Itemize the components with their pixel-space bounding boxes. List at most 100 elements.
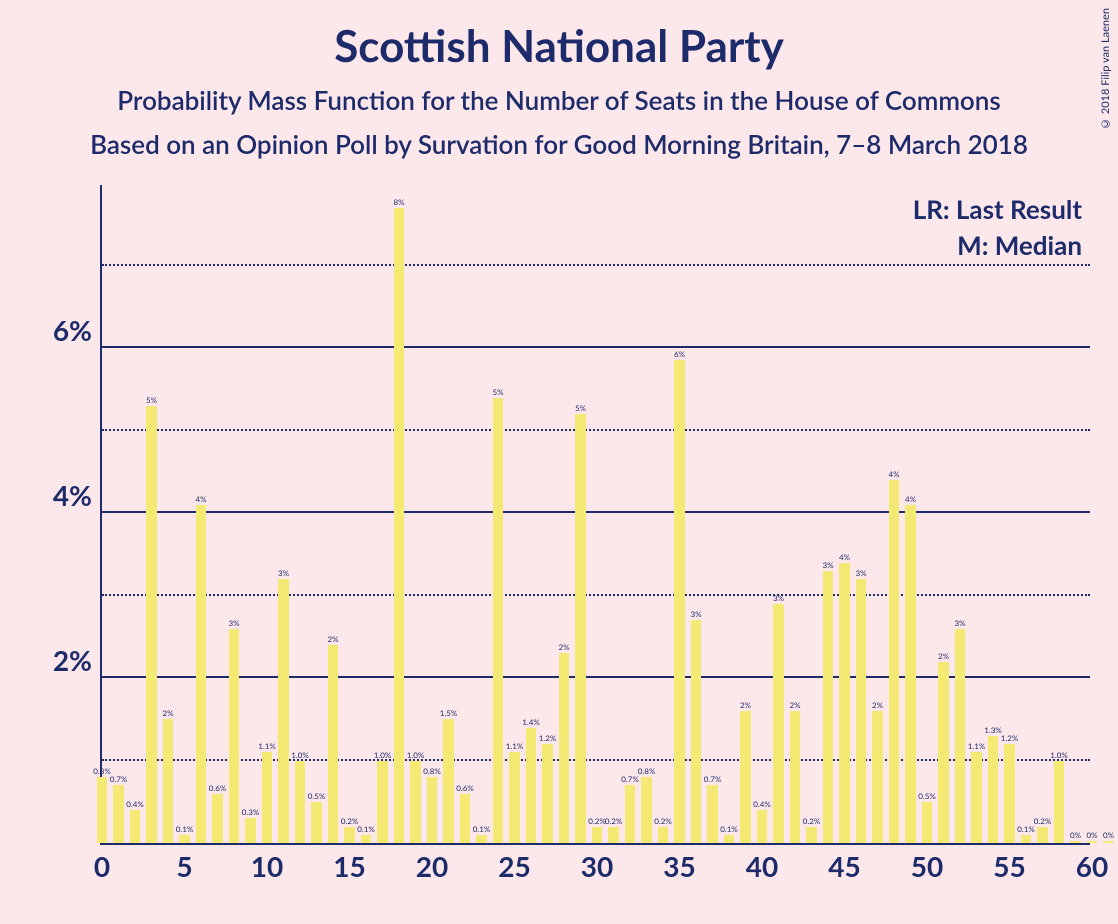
chart-bar: 1.0% [295, 761, 306, 844]
chart-bar-label: 0.7% [110, 774, 128, 784]
chart-bar: 1.0% [410, 761, 421, 844]
chart-bar: 3% [823, 571, 834, 843]
chart-bar: 0.2% [344, 827, 355, 844]
chart-bar-label: 1.0% [374, 750, 392, 760]
chart-bar: 4% [889, 480, 900, 843]
chart-bar-label: 8% [393, 197, 404, 207]
chart-bar: 0.8% [641, 777, 652, 843]
chart-bar-label: 2% [327, 634, 338, 644]
x-axis-tick-label: 30 [581, 849, 613, 883]
chart-bar-label: 3% [690, 609, 701, 619]
chart-bar: 1.5% [443, 719, 454, 843]
legend-median: M: Median [957, 229, 1082, 261]
chart-bar: 0.2% [608, 827, 619, 844]
gridline-minor [102, 264, 1090, 266]
x-axis-tick-label: 15 [333, 849, 365, 883]
y-axis-tick-label: 2% [53, 643, 92, 677]
chart-bar: 0.5% [922, 802, 933, 843]
chart-bar: 0% [1070, 841, 1081, 843]
chart-bar-label: 0% [1086, 830, 1097, 840]
x-axis-tick-label: 40 [746, 849, 778, 883]
chart-bar-label: 2% [740, 700, 751, 710]
chart-bar-label: 0.1% [473, 824, 491, 834]
chart-bar-label: 0.6% [456, 783, 474, 793]
chart-bar-label: 0.5% [918, 791, 936, 801]
chart-bar: 0.2% [658, 827, 669, 844]
chart-bar-label: 1.2% [539, 733, 557, 743]
chart-bar-label: 1.1% [968, 741, 986, 751]
chart-bar: 2% [740, 711, 751, 843]
chart-bar-label: 1.1% [258, 741, 276, 751]
chart-subtitle-1: Probability Mass Function for the Number… [0, 72, 1118, 116]
chart-bar: 0.8% [97, 777, 108, 843]
chart-bar-label: 1.0% [291, 750, 309, 760]
chart-bar-label: 3% [855, 568, 866, 578]
chart-bar-label: 0.3% [242, 807, 260, 817]
chart-bar-label: 0.2% [803, 816, 821, 826]
legend-last-result: LR: Last Result [913, 193, 1082, 225]
chart-bar: 0.3% [245, 818, 256, 843]
chart-bar: 4% [839, 563, 850, 844]
chart-bar-label: 2% [872, 700, 883, 710]
chart-bar-label: 1.0% [1050, 750, 1068, 760]
chart-bar-label: 0.8% [423, 766, 441, 776]
chart-bar-label: 0.1% [720, 824, 738, 834]
chart-bar: 0.4% [130, 810, 141, 843]
chart-bar-label: 5% [575, 403, 586, 413]
chart-bar: 0% [1087, 841, 1098, 843]
chart-bar-label: 1.3% [984, 725, 1002, 735]
chart-bar: 1.0% [377, 761, 388, 844]
chart-bar-label: 0.1% [176, 824, 194, 834]
chart-bar: 3% [278, 579, 289, 843]
chart-bar: 0.7% [625, 785, 636, 843]
chart-bar: 0.2% [592, 827, 603, 844]
chart-bar-label: 2% [938, 651, 949, 661]
x-axis-tick-label: 50 [911, 849, 943, 883]
chart-plot-area: LR: Last Result M: Median 2%4%6%05101520… [100, 185, 1090, 845]
chart-bar-label: 4% [839, 552, 850, 562]
gridline-minor [102, 429, 1090, 431]
chart-bar-label: 0.8% [638, 766, 656, 776]
x-axis-tick-label: 5 [176, 849, 192, 883]
chart-bar: 5% [146, 406, 157, 843]
chart-bar: 1.0% [1054, 761, 1065, 844]
chart-bar: 2% [872, 711, 883, 843]
chart-bar-label: 1.1% [506, 741, 524, 751]
x-axis-tick-label: 20 [416, 849, 448, 883]
chart-main-title: Scottish National Party [0, 0, 1118, 72]
chart-bar: 6% [674, 360, 685, 843]
chart-bar: 4% [196, 505, 207, 843]
chart-bar-label: 0.6% [209, 783, 227, 793]
chart-bar-label: 1.2% [1001, 733, 1019, 743]
chart-bar: 8% [394, 208, 405, 843]
chart-bar: 0.1% [361, 835, 372, 843]
y-axis-tick-label: 4% [53, 478, 92, 512]
x-axis-tick-label: 55 [993, 849, 1025, 883]
chart-bar-label: 0% [1103, 830, 1114, 840]
chart-bar-label: 0.1% [357, 824, 375, 834]
chart-bar-label: 5% [492, 387, 503, 397]
chart-bar-label: 3% [822, 560, 833, 570]
chart-bar-label: 6% [674, 349, 685, 359]
chart-bar-label: 1.0% [407, 750, 425, 760]
chart-bar: 2% [938, 662, 949, 844]
x-axis-tick-label: 35 [663, 849, 695, 883]
chart-bar-label: 0.2% [341, 816, 359, 826]
gridline-minor [102, 594, 1090, 596]
chart-bar-label: 1.4% [522, 717, 540, 727]
y-axis-tick-label: 6% [53, 313, 92, 347]
chart-bar: 0.1% [179, 835, 190, 843]
gridline-major [102, 346, 1090, 348]
chart-bar: 1.2% [542, 744, 553, 843]
chart-bar: 5% [575, 414, 586, 843]
chart-bar: 0.1% [724, 835, 735, 843]
chart-bar: 2% [559, 653, 570, 843]
chart-bar: 0% [1103, 841, 1114, 843]
x-axis-tick-label: 0 [94, 849, 110, 883]
chart-subtitle-2: Based on an Opinion Poll by Survation fo… [0, 116, 1118, 160]
chart-bar: 1.1% [971, 752, 982, 843]
x-axis-tick-label: 45 [828, 849, 860, 883]
chart-container: LR: Last Result M: Median 2%4%6%05101520… [30, 185, 1090, 905]
chart-bar: 0.1% [476, 835, 487, 843]
chart-bar: 0.6% [460, 794, 471, 844]
